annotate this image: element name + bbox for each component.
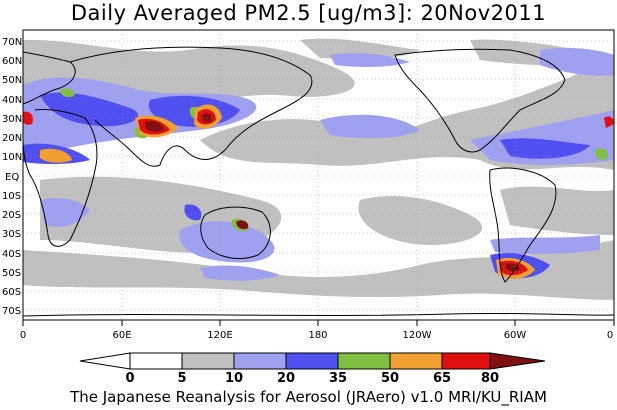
colorbar-tick: 35 <box>329 371 347 386</box>
lat-label: EQ <box>5 172 19 183</box>
graticule <box>23 30 614 320</box>
lat-label: 10S <box>2 191 21 202</box>
colorbar-tick: 5 <box>177 371 186 386</box>
lon-label: 120E <box>207 330 232 341</box>
colorbar-tick: 0 <box>125 371 134 386</box>
coast-asia <box>69 46 313 167</box>
colorbar-segment <box>129 352 183 370</box>
coast-north-america <box>394 48 566 153</box>
colorbar-segment <box>285 352 339 370</box>
axis-ticks <box>22 320 615 326</box>
colorbar-tick: 65 <box>433 371 451 386</box>
lat-label: 20N <box>2 133 22 144</box>
lon-label: 60E <box>112 330 131 341</box>
lat-label: 50S <box>2 268 21 279</box>
colorbar-segment <box>389 352 443 370</box>
latitude-labels: 70N 60N 50N 40N 30N 20N 10N EQ 10S 20S 3… <box>2 37 22 317</box>
colorbar-tick: 80 <box>481 371 499 386</box>
lon-label: 0 <box>607 330 613 341</box>
lat-label: 40S <box>2 249 21 260</box>
lon-label: 60W <box>504 330 527 341</box>
lat-label: 70N <box>2 37 22 48</box>
lat-label: 40N <box>2 95 22 106</box>
coast-australia <box>200 206 271 259</box>
lat-label: 60N <box>2 56 22 67</box>
colorbar-segment <box>233 352 287 370</box>
coast-africa-europe <box>23 51 98 247</box>
coastlines <box>23 46 614 317</box>
lat-label: 30S <box>2 229 21 240</box>
colorbar-tick: 20 <box>277 371 295 386</box>
coast-south-america <box>489 167 557 283</box>
coast-antarctica <box>23 312 614 317</box>
colorbar-tick: 10 <box>225 371 243 386</box>
lat-label: 70S <box>2 306 21 317</box>
lon-label: 120W <box>403 330 432 341</box>
colorbar-segment <box>181 352 235 370</box>
lat-label: 50N <box>2 75 22 86</box>
footer-credit: The Japanese Reanalysis for Aerosol (JRA… <box>70 388 547 406</box>
colorbar-segment <box>489 352 546 370</box>
lat-label: 10N <box>2 152 22 163</box>
lat-label: 20S <box>2 210 21 221</box>
colorbar-tick: 50 <box>381 371 399 386</box>
lat-label: 30N <box>2 114 22 125</box>
colorbar-segment <box>337 352 391 370</box>
level-80-plus <box>145 113 520 272</box>
lon-label: 180 <box>308 330 327 341</box>
lat-label: 60S <box>2 287 21 298</box>
colorbar <box>79 352 546 370</box>
map-title: Daily Averaged PM2.5 [ug/m3]: 20Nov2011 <box>70 1 547 25</box>
lon-label: 0 <box>20 330 26 341</box>
longitude-labels: 0 60E 120E 180 120W 60W 0 <box>20 330 613 341</box>
colorbar-segment <box>79 352 131 370</box>
colorbar-labels: 0 5 10 20 35 50 65 80 <box>125 371 499 386</box>
colorbar-segment <box>441 352 491 370</box>
